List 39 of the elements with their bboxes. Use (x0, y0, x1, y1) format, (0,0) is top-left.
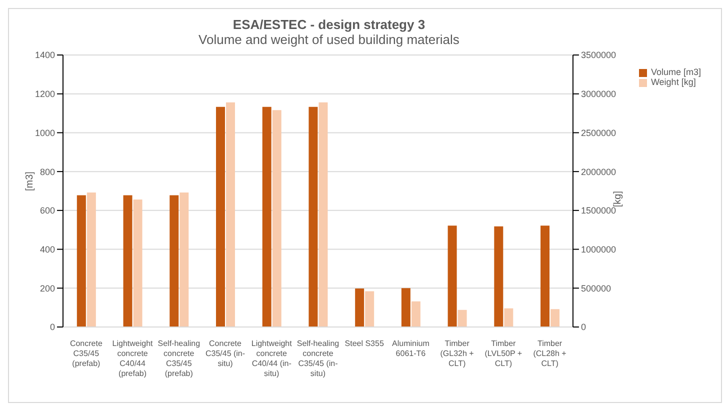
x-tick-label: Timber (GL32h + CLT) (440, 339, 474, 368)
bar (448, 226, 457, 327)
y-axis-title: [m3] (24, 171, 36, 191)
y2-tick-label: 2000000 (580, 166, 616, 177)
legend-label: Volume [m3] (650, 67, 701, 77)
bar (494, 226, 504, 327)
y-tick-label: 200 (40, 283, 55, 294)
y-tick-label: 0 (50, 322, 55, 332)
x-tick-label: Self-healing concrete C35/45 (prefab) (158, 339, 200, 378)
bar (458, 310, 467, 327)
x-tick-label: Concrete C35/45 (prefab) (70, 339, 103, 368)
y2-tick-label: 2500000 (580, 128, 616, 138)
x-tick-label: Self-healing concrete C35/45 (in-situ) (296, 339, 340, 378)
bar (540, 226, 550, 327)
x-tick-label: Concrete C35/45 (in-situ) (205, 339, 246, 368)
y-tick-label: 1000 (34, 128, 55, 138)
y2-tick-label: 1500000 (580, 206, 616, 216)
x-tick-label: Timber (CL28h + CLT) (533, 339, 567, 368)
bar (550, 309, 560, 327)
y2-tick-label: 0 (580, 322, 586, 332)
y-tick-label: 400 (40, 244, 55, 254)
x-tick-label: Lightweight concrete C40/44 (in-situ) (251, 339, 293, 378)
y2-tick-label: 1000000 (580, 244, 616, 254)
x-tick-label: Timber (LVL50P + CLT) (484, 339, 522, 368)
y2-tick-label: 3500000 (580, 50, 616, 60)
y-tick-label: 800 (40, 166, 55, 177)
y2-tick-label: 500000 (580, 283, 612, 294)
y-tick-label: 1200 (34, 89, 55, 100)
y-tick-label: 600 (40, 206, 55, 216)
bar (504, 308, 514, 327)
chart-subtitle: Volume and weight of used building materials (198, 32, 460, 47)
chart-title: ESA/ESTEC - design strategy 3 (232, 17, 426, 32)
legend-label: Weight [kg] (650, 77, 696, 87)
y-tick-label: 1400 (34, 50, 55, 60)
x-tick-label: Aluminium 6061-T6 (392, 339, 430, 358)
y2-tick-label: 3000000 (580, 89, 616, 100)
x-tick-label: Lightweight concrete C40/44 (prefab) (112, 339, 154, 378)
x-tick-label: Steel S355 (344, 339, 384, 348)
y2-axis-title: [kg] (612, 190, 624, 208)
